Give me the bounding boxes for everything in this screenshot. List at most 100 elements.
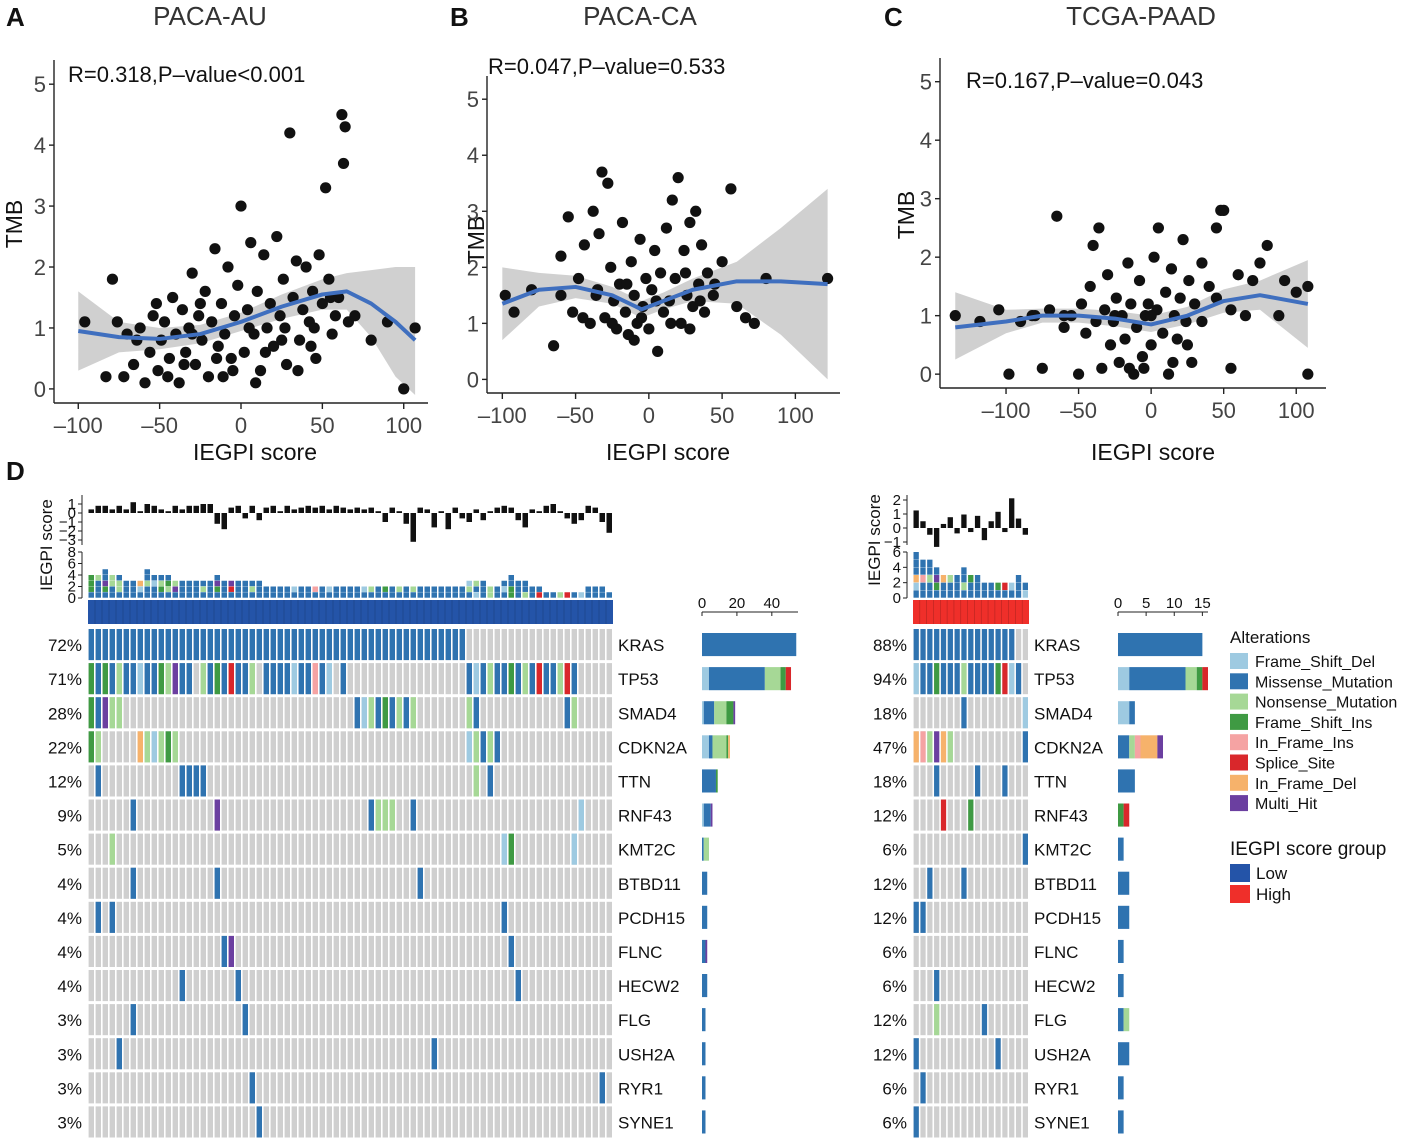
oncoplot-low-cell <box>606 901 612 933</box>
oncoplot-low-cell <box>116 833 122 865</box>
oncoplot-low-cell <box>438 1106 444 1138</box>
oncoplot-low-cell <box>116 901 122 933</box>
oncoplot-low-cell <box>221 901 227 933</box>
oncoplot-low-cell <box>172 935 178 967</box>
oncoplot-low-cell <box>284 731 290 763</box>
oncoplot-low-cell <box>375 970 381 1002</box>
oncoplot-low-cell <box>606 1038 612 1070</box>
oncoplot-low-mutation-cell <box>165 629 171 661</box>
panel-c-y-tick-label: 2 <box>920 245 932 270</box>
panel-a-point <box>128 358 140 371</box>
oncoplot-low-cell <box>368 731 374 763</box>
oncoplot-low-cell <box>186 867 192 899</box>
oncoplot-low-mutation-cell <box>214 663 220 695</box>
panel-a-point <box>118 371 130 383</box>
oncoplot-low-mutation-cell <box>473 697 479 729</box>
oncoplot-high-cell <box>1002 901 1008 933</box>
oncoplot-low-count-bar <box>137 586 143 592</box>
oncoplot-low-cell <box>291 731 297 763</box>
panel-c-point <box>1110 292 1122 304</box>
oncoplot-low-cell <box>431 901 437 933</box>
oncoplot-high-count-bar <box>933 582 940 591</box>
panel-d-letter: D <box>6 456 25 486</box>
oncoplot-low-cell <box>214 833 220 865</box>
oncoplot-low-cell <box>298 935 304 967</box>
oncoplot-low-cell <box>228 1106 234 1138</box>
oncoplot-low-cell <box>410 765 416 797</box>
oncoplot-low-cell <box>116 1106 122 1138</box>
oncoplot-low-cell <box>459 731 465 763</box>
panel-c-point <box>1302 280 1314 293</box>
oncoplot-high-count-bar <box>974 590 981 598</box>
oncoplot-low-cell <box>242 1072 248 1104</box>
oncoplot-low-cell <box>284 765 290 797</box>
oncoplot-low-cell <box>137 867 143 899</box>
panel-b-point <box>572 272 585 285</box>
oncoplot-low-cell <box>326 799 332 831</box>
oncoplot-high-mutation-cell <box>968 799 974 831</box>
oncoplot-low-cell <box>186 697 192 729</box>
oncoplot-low-cell <box>557 1072 563 1104</box>
oncoplot-high-cell <box>968 833 974 865</box>
oncoplot-high-cell <box>981 765 988 797</box>
oncoplot-low-cell <box>270 1072 276 1104</box>
oncoplot-low-cell <box>277 970 283 1002</box>
oncoplot-low-cell <box>550 935 556 967</box>
oncoplot-low-cell <box>522 867 528 899</box>
oncoplot-low-cell <box>221 867 227 899</box>
oncoplot-low-cell <box>515 901 521 933</box>
oncoplot-low-cell <box>179 799 185 831</box>
oncoplot-low-score-bar <box>291 509 297 513</box>
oncoplot-high-mutation-cell <box>920 731 926 763</box>
oncoplot-low-cell <box>557 629 563 661</box>
oncoplot-high-score-bar <box>988 521 994 528</box>
panel-a-point <box>196 334 208 346</box>
oncoplot-low-cell <box>291 970 297 1002</box>
oncoplot-low-count-bar <box>242 580 248 587</box>
oncoplot-low-count-bar <box>536 592 542 598</box>
oncoplot-high-count-bar <box>954 575 960 583</box>
oncoplot-low-cell <box>396 867 402 899</box>
oncoplot-high-score-tick-label: −1 <box>884 534 901 551</box>
oncoplot-low-cell <box>466 1072 472 1104</box>
oncoplot-low-mutation-cell <box>396 629 402 661</box>
oncoplot-low-cell <box>193 731 199 763</box>
oncoplot-high-cell <box>1009 901 1015 933</box>
oncoplot-high-cell <box>954 1072 960 1104</box>
oncoplot-low-cell <box>417 1038 423 1070</box>
oncoplot-low-cell <box>550 765 556 797</box>
oncoplot-low-mutation-cell <box>214 629 220 661</box>
oncoplot-low-count-bar <box>165 592 171 598</box>
oncoplot-low-cell <box>522 765 528 797</box>
oncoplot-low-count-bar <box>123 580 129 587</box>
oncoplot-low-mutation-cell <box>228 935 234 967</box>
oncoplot-low-cell <box>354 731 360 763</box>
oncoplot-low-cell <box>417 1004 423 1036</box>
oncoplot-low-mutation-cell <box>214 799 220 831</box>
oncoplot-low-cell <box>417 1106 423 1138</box>
oncoplot-high-count-bar <box>947 590 953 598</box>
oncoplot-low-cell <box>438 697 444 729</box>
oncoplot-high-count-bar <box>968 582 974 591</box>
oncoplot-low-cell <box>599 765 605 797</box>
oncoplot-low-gene-bar-segment <box>708 735 713 759</box>
panel-a-point <box>277 273 289 285</box>
oncoplot-low-cell <box>158 1072 164 1104</box>
oncoplot-high-percent-label: 12% <box>873 1045 907 1064</box>
oncoplot-low-cell <box>431 731 437 763</box>
oncoplot-high-count-bar <box>995 582 1001 591</box>
oncoplot-high-count-bar <box>988 590 994 598</box>
oncoplot-low-mutation-cell <box>340 629 346 661</box>
oncoplot-low-cell <box>291 935 297 967</box>
oncoplot-low-cell <box>340 697 346 729</box>
oncoplot-low-cell <box>452 935 458 967</box>
oncoplot-low-cell <box>473 1038 479 1070</box>
oncoplot-legend: Alterations IEGPI score group Frame_Shif… <box>1230 628 1397 904</box>
oncoplot-high-count-bar <box>920 575 926 583</box>
oncoplot-low-cell <box>312 799 318 831</box>
panel-a-point <box>111 316 123 328</box>
oncoplot-high-cell <box>961 901 967 933</box>
oncoplot-low-cell <box>599 799 605 831</box>
oncoplot-low-cell <box>207 867 213 899</box>
oncoplot-low-cell <box>466 629 472 661</box>
